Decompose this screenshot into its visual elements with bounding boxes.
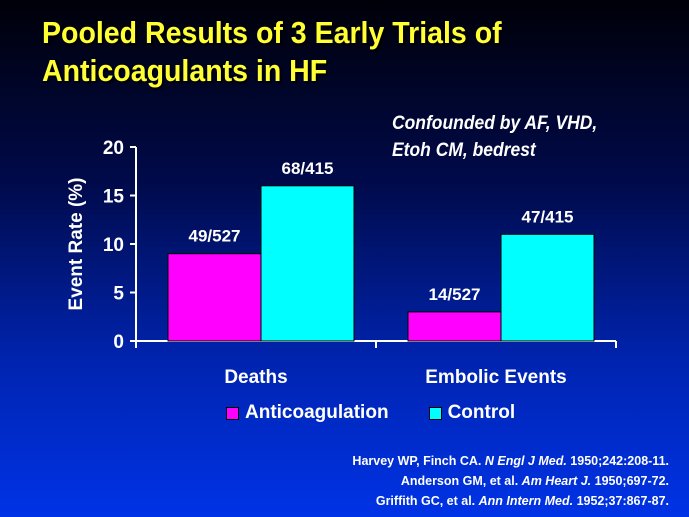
category-label-deaths: Deaths: [224, 367, 287, 388]
legend-swatch-control: [428, 406, 442, 420]
data-label-control-embolic-events: 47/415: [522, 207, 574, 226]
confounder-note: Confounded by AF, VHD, Etoh CM, bedrest: [392, 110, 650, 164]
slide-title: Pooled Results of 3 Early Trials of Anti…: [42, 14, 612, 90]
y-tick-label-5: 5: [113, 284, 124, 305]
chart-legend: Anticoagulation Control: [226, 400, 555, 426]
title-line-1: Pooled Results of 3 Early Trials of: [42, 15, 502, 50]
bar-control-embolic-events: [500, 233, 595, 342]
data-label-control-deaths: 68/415: [282, 159, 334, 178]
reference-3: Griffith GC, et al. Ann Intern Med. 1952…: [375, 494, 669, 508]
references: Harvey WP, Finch CA. N Engl J Med. 1950;…: [249, 451, 669, 511]
note-line-2: Etoh CM, bedrest: [392, 140, 536, 161]
data-label-anticoagulation-embolic-events: 14/527: [429, 285, 481, 304]
bar-control-deaths: [260, 185, 355, 342]
bar-anticoagulation-deaths: [167, 253, 262, 342]
bar-anticoagulation-embolic-events: [407, 311, 502, 342]
y-tick-label-10: 10: [103, 235, 124, 256]
y-axis-title: Event Rate (%): [66, 177, 87, 310]
reference-1: Harvey WP, Finch CA. N Engl J Med. 1950;…: [352, 454, 669, 468]
legend-item-control: Control: [428, 402, 516, 424]
y-tick-label-20: 20: [103, 138, 124, 159]
reference-2: Anderson GM, et al. Am Heart J. 1950;697…: [400, 474, 669, 488]
legend-swatch-anticoagulation: [226, 406, 239, 420]
legend-label-control: Control: [447, 402, 516, 423]
data-label-anticoagulation-deaths: 49/527: [189, 227, 241, 246]
legend-label-anticoagulation: Anticoagulation: [245, 402, 389, 423]
note-line-1: Confounded by AF, VHD,: [392, 113, 598, 134]
title-line-2: Anticoagulants in HF: [42, 53, 328, 88]
category-label-embolic-events: Embolic Events: [425, 367, 567, 388]
legend-item-anticoagulation: Anticoagulation: [226, 402, 389, 424]
y-tick-label-0: 0: [113, 332, 124, 353]
y-tick-label-15: 15: [103, 187, 125, 208]
